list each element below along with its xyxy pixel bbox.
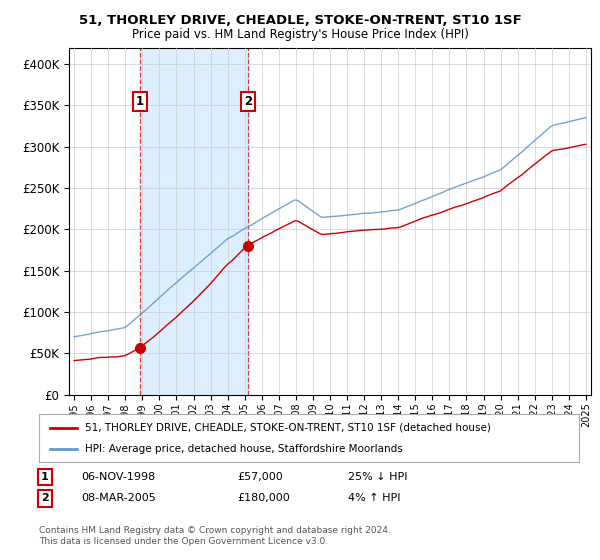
Text: 25% ↓ HPI: 25% ↓ HPI: [348, 472, 407, 482]
Text: 51, THORLEY DRIVE, CHEADLE, STOKE-ON-TRENT, ST10 1SF: 51, THORLEY DRIVE, CHEADLE, STOKE-ON-TRE…: [79, 14, 521, 27]
Bar: [140, 48, 248, 395]
Text: 2: 2: [244, 95, 252, 108]
Text: 1: 1: [136, 95, 144, 108]
Text: HPI: Average price, detached house, Staffordshire Moorlands: HPI: Average price, detached house, Staf…: [85, 444, 403, 454]
Text: 4% ↑ HPI: 4% ↑ HPI: [348, 493, 401, 503]
Text: 06-NOV-1998: 06-NOV-1998: [81, 472, 155, 482]
Text: 1: 1: [41, 472, 49, 482]
Text: 08-MAR-2005: 08-MAR-2005: [81, 493, 156, 503]
Text: Contains HM Land Registry data © Crown copyright and database right 2024.
This d: Contains HM Land Registry data © Crown c…: [39, 526, 391, 546]
Text: 2: 2: [41, 493, 49, 503]
Text: 51, THORLEY DRIVE, CHEADLE, STOKE-ON-TRENT, ST10 1SF (detached house): 51, THORLEY DRIVE, CHEADLE, STOKE-ON-TRE…: [85, 423, 491, 433]
Text: £180,000: £180,000: [237, 493, 290, 503]
Text: Price paid vs. HM Land Registry's House Price Index (HPI): Price paid vs. HM Land Registry's House …: [131, 28, 469, 41]
Text: £57,000: £57,000: [237, 472, 283, 482]
